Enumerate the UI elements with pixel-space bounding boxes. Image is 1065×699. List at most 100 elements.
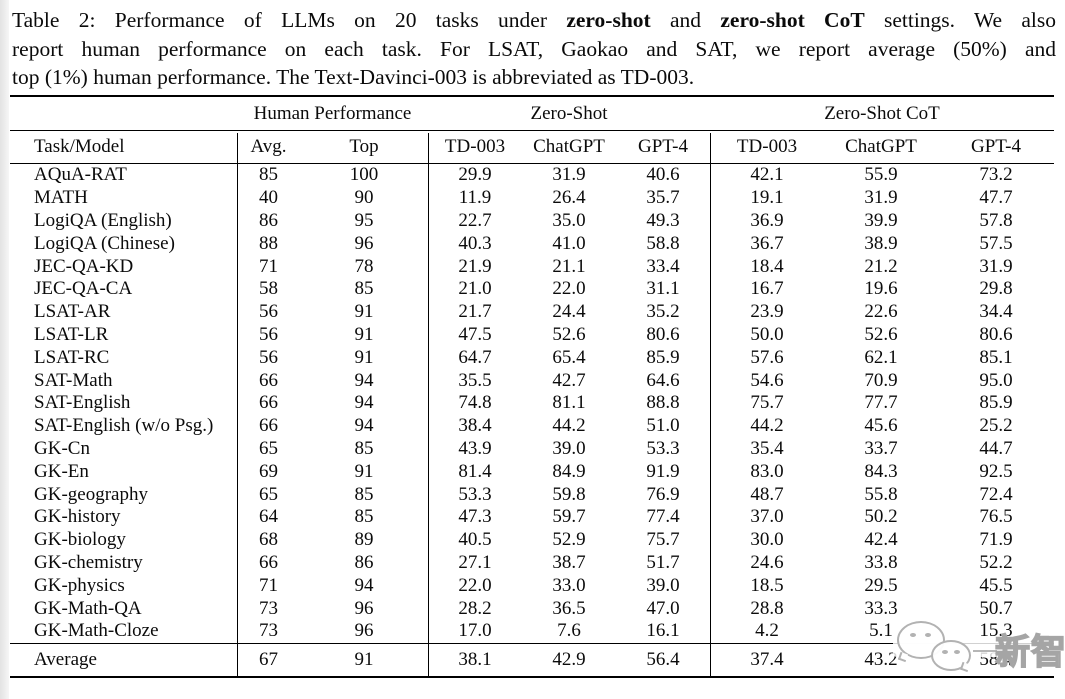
col-header-td003-zs: TD-003 xyxy=(444,136,506,157)
score-cell: 57.8 xyxy=(979,209,1013,231)
score-cell: 95.0 xyxy=(979,369,1013,391)
chat-bubble-tail-icon xyxy=(959,661,971,673)
score-cell: 36.7 xyxy=(750,232,784,254)
score-cell: 22.0 xyxy=(552,278,586,300)
score-cell: 50.7 xyxy=(979,597,1013,619)
score-cell: 49.3 xyxy=(646,209,680,231)
score-cell: 18.4 xyxy=(750,255,784,277)
group-header-zero-shot: Zero-Shot xyxy=(530,102,608,124)
table-row: JEC-QA-KD 71 78 21.9 21.1 33.4 18.4 21.2 31.9 xyxy=(10,255,1054,278)
score-cell: 73.2 xyxy=(979,164,1013,186)
score-cell: 33.3 xyxy=(864,597,898,619)
group-header-human-performance: Human Performance xyxy=(253,102,412,124)
score-cell: 66 xyxy=(259,551,278,573)
score-cell: 80.6 xyxy=(646,323,680,345)
score-cell: 31.9 xyxy=(864,187,898,209)
score-cell: 18.5 xyxy=(750,574,784,596)
score-cell: 88.8 xyxy=(646,392,680,414)
score-cell: 56 xyxy=(259,323,278,345)
table-row: GK-geography 65 85 53.3 59.8 76.9 48.7 55.8 72.4 xyxy=(10,483,1054,506)
column-divider xyxy=(710,133,712,676)
score-cell: 19.1 xyxy=(750,187,784,209)
score-cell: 36.5 xyxy=(552,597,586,619)
score-cell: 44.2 xyxy=(552,415,586,437)
score-cell: 25.2 xyxy=(979,415,1013,437)
task-name: GK-physics xyxy=(34,574,125,596)
score-cell: 36.9 xyxy=(750,209,784,231)
score-cell: 57.5 xyxy=(979,232,1013,254)
task-name: AQuA-RAT xyxy=(34,164,127,186)
table-row: SAT-English (w/o Psg.) 66 94 38.4 44.2 51.0 44… xyxy=(10,415,1054,438)
score-cell: 64 xyxy=(259,506,278,528)
score-cell: 94 xyxy=(354,392,374,414)
score-cell: 26.4 xyxy=(552,187,586,209)
score-cell: 92.5 xyxy=(979,460,1013,482)
score-cell: 16.1 xyxy=(646,620,680,642)
table-row: GK-history 64 85 47.3 59.7 77.4 37.0 50.2 76.5 xyxy=(10,506,1054,529)
score-cell: 71.9 xyxy=(979,529,1013,551)
score-cell: 30.0 xyxy=(750,529,784,551)
score-cell: 53.3 xyxy=(646,437,680,459)
score-cell: 35.5 xyxy=(458,369,492,391)
score-cell: 21.7 xyxy=(458,301,492,323)
score-cell: 43.2 xyxy=(864,648,898,670)
table-row: LSAT-LR 56 91 47.5 52.6 80.6 50.0 52.6 80.6 xyxy=(10,324,1054,347)
task-name: GK-biology xyxy=(34,529,126,551)
score-cell: 96 xyxy=(354,597,374,619)
score-cell: 72.4 xyxy=(979,483,1013,505)
score-cell: 74.8 xyxy=(458,392,492,414)
score-cell: 21.2 xyxy=(864,255,898,277)
score-cell: 68 xyxy=(259,529,278,551)
col-header-gpt4-cot: GPT-4 xyxy=(971,136,1021,157)
col-header-gpt4-zs: GPT-4 xyxy=(638,136,688,157)
score-cell: 94 xyxy=(354,369,374,391)
score-cell: 52.6 xyxy=(552,323,586,345)
score-cell: 29.5 xyxy=(864,574,898,596)
task-name: SAT-English xyxy=(34,392,131,414)
score-cell: 51.7 xyxy=(646,551,680,573)
average-row: Average 67 91 38.1 42.9 56.4 37.4 43.2 5… xyxy=(10,642,1054,676)
score-cell: 42.4 xyxy=(864,529,898,551)
score-cell: 47.0 xyxy=(646,597,680,619)
column-header-row: Task/Model Avg. Top TD-003 ChatGPT GPT-4… xyxy=(10,131,1054,164)
score-cell: 24.4 xyxy=(552,301,586,323)
score-cell: 38.9 xyxy=(864,232,898,254)
task-name: Average xyxy=(34,648,97,670)
col-header-td003-cot: TD-003 xyxy=(736,136,798,157)
score-cell: 56.4 xyxy=(646,648,680,670)
score-cell: 39.0 xyxy=(646,574,680,596)
score-cell: 45.6 xyxy=(864,415,898,437)
score-cell: 78 xyxy=(354,255,374,277)
score-cell: 40.6 xyxy=(646,164,680,186)
score-cell: 80.6 xyxy=(979,323,1013,345)
score-cell: 21.0 xyxy=(458,278,492,300)
score-cell: 70.9 xyxy=(864,369,898,391)
score-cell: 94 xyxy=(354,574,374,596)
score-cell: 41.0 xyxy=(552,232,586,254)
score-cell: 91.9 xyxy=(646,460,680,482)
score-cell: 27.1 xyxy=(458,551,492,573)
score-cell: 52.2 xyxy=(979,551,1013,573)
score-cell: 56 xyxy=(259,301,278,323)
score-cell: 65 xyxy=(259,483,278,505)
task-name: LSAT-LR xyxy=(34,323,109,345)
score-cell: 52.9 xyxy=(552,529,586,551)
group-header-row: Human Performance Zero-Shot Zero-Shot Co… xyxy=(10,97,1054,131)
score-cell: 64.7 xyxy=(458,346,492,368)
table-body: AQuA-RAT 85 100 29.9 31.9 40.6 42.1 55.9 73.2 MAT… xyxy=(10,164,1054,643)
score-cell: 47.5 xyxy=(458,323,492,345)
score-cell: 76.9 xyxy=(646,483,680,505)
group-header-zero-shot-cot: Zero-Shot CoT xyxy=(824,102,940,124)
score-cell: 37.4 xyxy=(750,648,784,670)
score-cell: 50.2 xyxy=(864,506,898,528)
col-header-top: Top xyxy=(349,136,379,157)
score-cell: 62.1 xyxy=(864,346,898,368)
score-cell: 17.0 xyxy=(458,620,492,642)
score-cell: 66 xyxy=(259,369,278,391)
score-cell: 29.9 xyxy=(458,164,492,186)
results-table: Human Performance Zero-Shot Zero-Shot Co… xyxy=(10,95,1054,678)
table-row: GK-Math-Cloze 73 96 17.0 7.6 16.1 4.2 5.1 15.3 xyxy=(10,620,1054,643)
task-name: LogiQA (English) xyxy=(34,209,172,231)
score-cell: 35.2 xyxy=(646,301,680,323)
page-edge-shadow xyxy=(0,0,9,699)
